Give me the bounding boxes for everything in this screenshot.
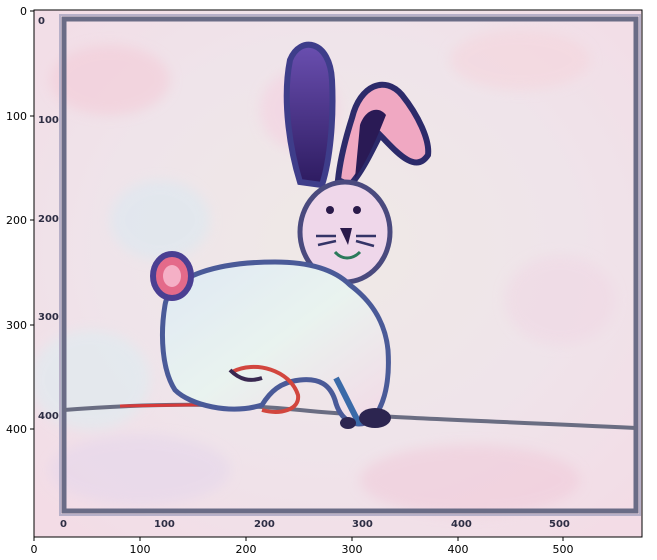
y-tick-label: 300 [6,319,27,332]
x-tick-label: 500 [553,543,574,556]
embedded-y-label: 100 [38,115,59,126]
y-axis [30,10,34,430]
embedded-y-label: 200 [38,214,59,225]
embedded-y-label: 300 [38,312,59,323]
x-tick-label: 300 [342,543,363,556]
embedded-x-label: 100 [154,519,175,530]
embedded-y-label: 400 [38,411,59,422]
embedded-x-label: 500 [549,519,570,530]
inner-frame [61,16,639,514]
stylized-bunny-image: 0 100 200 300 400 0 100 200 300 400 500 [34,10,642,537]
x-axis [33,537,564,541]
y-tick-label: 200 [6,214,27,227]
embedded-y-label: 0 [38,16,45,27]
embedded-x-label: 300 [352,519,373,530]
x-tick-label: 400 [448,543,469,556]
axes-frame [33,9,643,538]
x-tick-label: 0 [31,543,38,556]
x-tick-label: 200 [236,543,257,556]
embedded-x-label: 0 [60,519,67,530]
embedded-x-label: 400 [451,519,472,530]
y-tick-label: 0 [20,5,27,18]
y-tick-label: 100 [6,110,27,123]
x-tick-label: 100 [130,543,151,556]
y-tick-label: 400 [6,423,27,436]
embedded-x-label: 200 [254,519,275,530]
